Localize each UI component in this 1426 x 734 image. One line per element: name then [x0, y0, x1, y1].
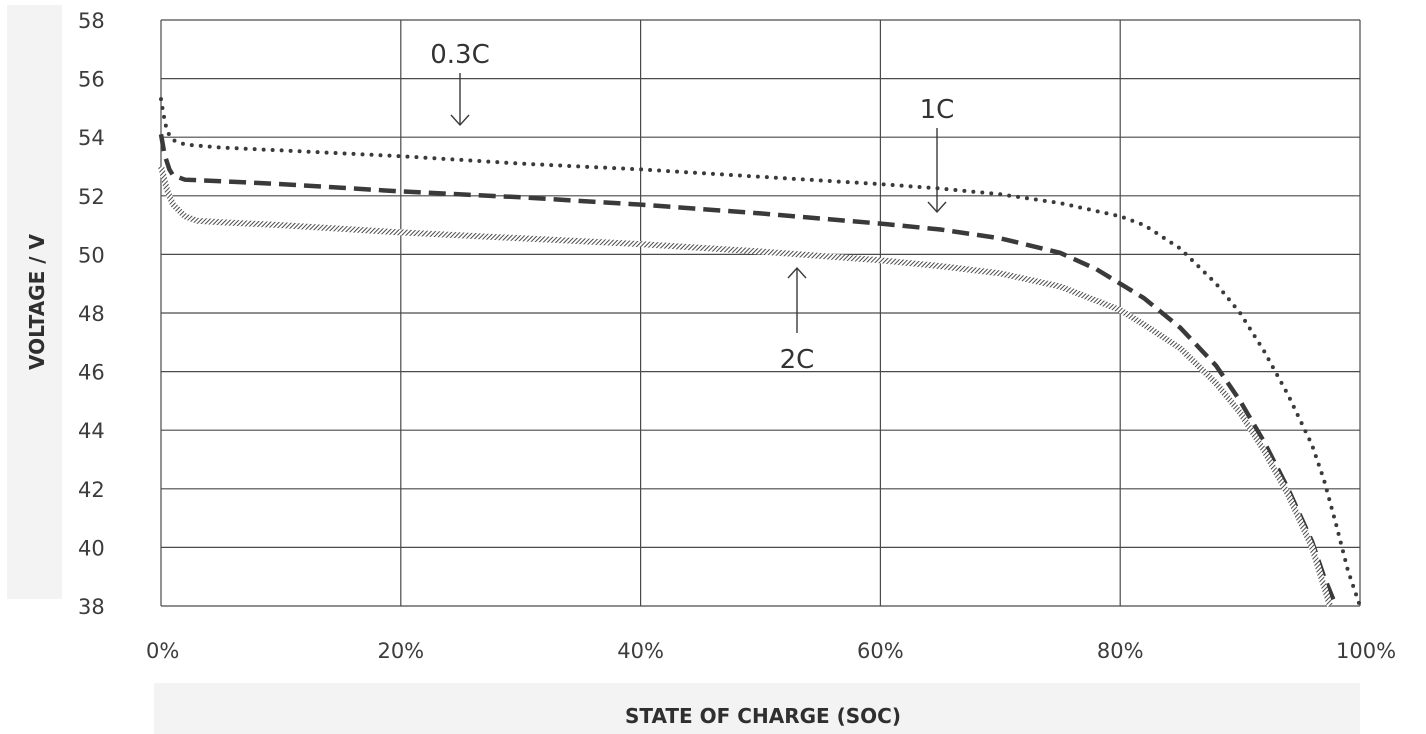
series-lines — [158, 97, 1362, 608]
x-tick-label: 80% — [1097, 639, 1144, 663]
x-axis-title: STATE OF CHARGE (SOC) — [625, 704, 901, 728]
y-tick-label: 38 — [78, 595, 105, 619]
y-axis-title: VOLTAGE / V — [25, 234, 49, 370]
series-1C-line — [158, 133, 1339, 607]
annotations: 0.3C 1C 2C — [430, 40, 954, 375]
annotation-label: 2C — [780, 345, 815, 375]
y-axis-title-band — [7, 5, 62, 599]
series-03C-line — [159, 97, 1362, 608]
tick-labels: 38 40 42 44 46 48 50 52 54 56 58 0% 20% 40% 60% 80% 100% — [78, 9, 1396, 663]
y-tick-label: 42 — [78, 478, 105, 502]
y-tick-label: 40 — [78, 536, 105, 560]
y-tick-label: 58 — [78, 9, 105, 33]
x-tick-label: 100% — [1336, 639, 1396, 663]
x-tick-label: 0% — [146, 639, 179, 663]
y-tick-label: 48 — [78, 302, 105, 326]
y-tick-label: 54 — [78, 126, 105, 150]
y-tick-label: 50 — [78, 243, 105, 267]
series-2C-line — [158, 165, 1333, 607]
arrow-head-icon — [450, 114, 470, 127]
x-axis-title-band — [154, 683, 1360, 734]
annotation-label: 1C — [920, 95, 955, 125]
arrow-head-icon — [787, 266, 807, 279]
x-tick-label: 20% — [377, 639, 424, 663]
y-tick-label: 44 — [78, 419, 105, 443]
y-tick-label: 46 — [78, 361, 105, 385]
arrow-head-icon — [927, 201, 947, 214]
y-tick-label: 52 — [78, 185, 105, 209]
x-tick-label: 60% — [857, 639, 904, 663]
grid — [160, 19, 1361, 607]
annotation-label: 0.3C — [430, 40, 490, 70]
x-tick-label: 40% — [617, 639, 664, 663]
y-tick-label: 56 — [78, 68, 105, 92]
